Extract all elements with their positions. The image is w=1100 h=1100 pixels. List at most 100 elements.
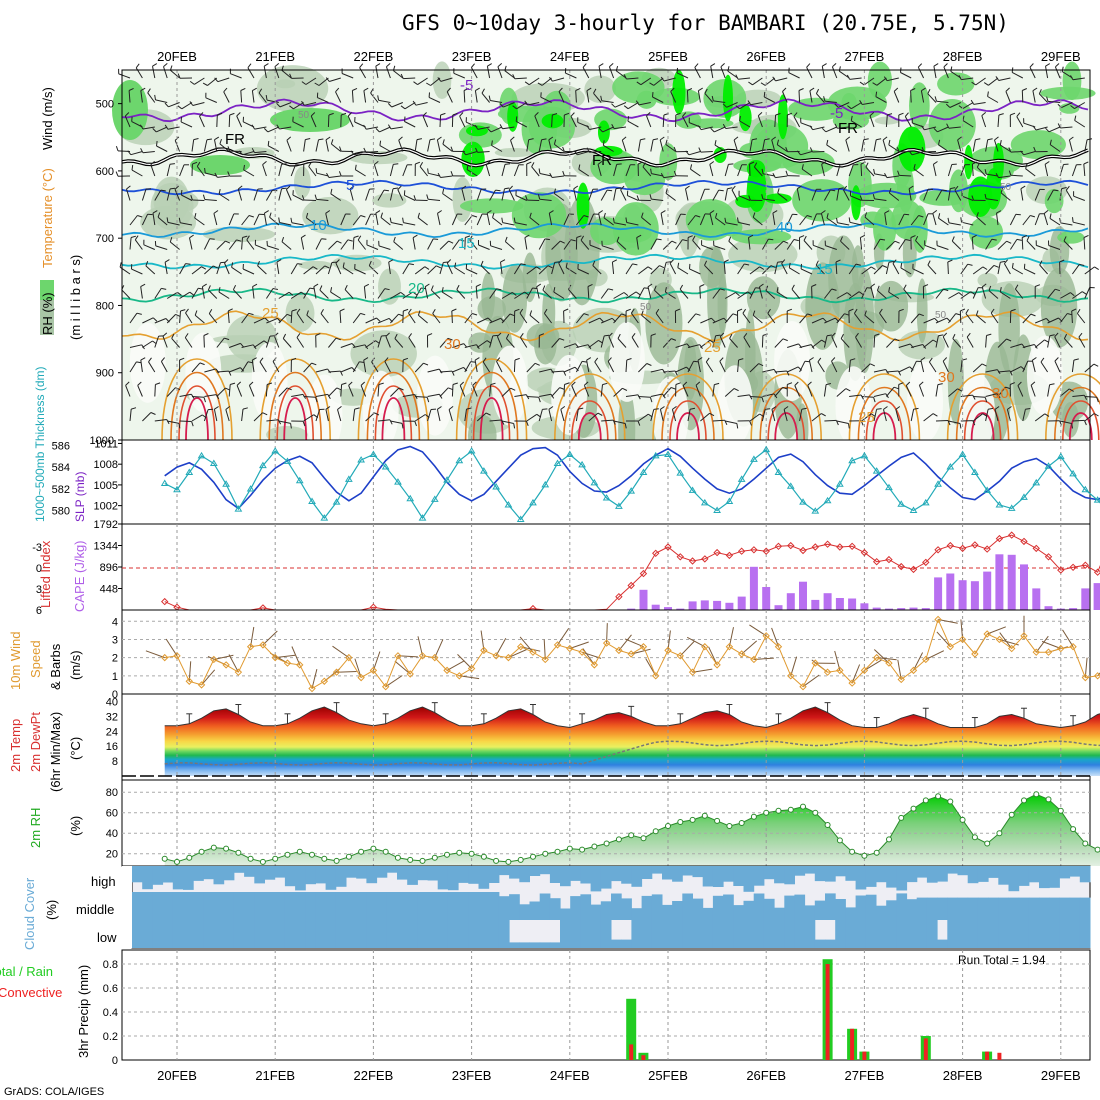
wind-barb <box>179 263 186 275</box>
wind-marker <box>308 684 316 693</box>
wind-barb-flag <box>616 163 622 165</box>
wind-barb <box>724 388 735 397</box>
wind-barb-flag <box>594 357 599 363</box>
wind-barb-flag <box>565 262 568 268</box>
slp-marker <box>1020 493 1028 500</box>
wind-barb <box>497 66 503 79</box>
wind-barb <box>597 164 602 177</box>
wind-barb <box>663 77 676 82</box>
wind-barb-flag <box>448 387 454 391</box>
wind-barb <box>353 151 366 156</box>
wind-barb <box>489 384 492 397</box>
wind-barb <box>793 116 801 128</box>
wind-barb-flag <box>328 112 334 116</box>
wind-barb <box>811 413 822 422</box>
wind-barb <box>538 238 546 250</box>
slp-marker <box>615 502 623 509</box>
cape-bar <box>688 601 697 610</box>
wind-barb-10m <box>708 646 718 666</box>
wind-barb-flag <box>776 139 779 145</box>
wind-barb-flag <box>291 357 297 361</box>
wind-barb-flag <box>549 210 554 214</box>
wind-barb <box>700 317 712 324</box>
rh2m-tick-label: 80 <box>106 787 118 799</box>
wind-barb-flag <box>161 287 167 290</box>
wind-barb-flag <box>1022 88 1028 91</box>
wind-barb-flag <box>600 95 603 101</box>
wind-marker <box>787 672 795 680</box>
wind-barb <box>538 265 549 275</box>
wind-barb-flag <box>488 95 491 101</box>
contour-label: 30 <box>444 336 461 353</box>
cloud-bar-high <box>570 866 581 881</box>
wind-barb-flag <box>281 163 287 165</box>
cloud-bar-low <box>926 920 938 948</box>
wind-barb <box>687 313 697 324</box>
cloud-bar-low <box>590 920 602 948</box>
rh2m-marker <box>468 850 475 857</box>
wind-barb-flag <box>636 81 642 86</box>
slp-marker <box>688 486 697 493</box>
wind-barb <box>490 245 503 250</box>
wind-barb <box>627 195 639 201</box>
wind-barb <box>527 102 540 106</box>
wind-barb-flag <box>616 236 620 242</box>
wind-barb <box>140 360 143 373</box>
wind-barb <box>393 70 404 79</box>
wind-barb-10m <box>332 645 350 659</box>
thickness-tick-label: 586 <box>52 440 70 452</box>
contour-label: 10 <box>310 217 327 234</box>
wind-barb <box>836 292 848 299</box>
cloud-bar-high <box>397 866 408 880</box>
wind-barb-flag <box>170 187 176 190</box>
wind-barb-flag <box>378 382 384 385</box>
wind-barb-flag <box>744 263 750 266</box>
wind-barb <box>432 313 441 324</box>
wind-barb-flag <box>583 313 589 316</box>
cloud-bar-middle <box>488 892 500 920</box>
wind-barb <box>439 240 449 250</box>
contour-warm-lobe <box>374 385 413 441</box>
wind-barb-flag <box>834 103 839 108</box>
wind-barb-flag <box>447 337 453 341</box>
wind-barb <box>712 384 715 397</box>
wind-barb <box>910 313 920 324</box>
wind-barb-flag <box>598 127 603 133</box>
wind-barb <box>675 366 687 373</box>
wind-barb <box>725 420 738 424</box>
contour-label: 5 <box>346 177 354 194</box>
wind-barb <box>655 313 664 324</box>
cloud-bar-middle <box>621 898 632 920</box>
wind-barb-flag <box>855 263 861 266</box>
rh-blob-dark <box>522 252 538 303</box>
wind-barb-flag <box>213 210 219 214</box>
wind-barb <box>851 102 862 110</box>
rh2m-marker <box>775 807 782 814</box>
wind-barb <box>208 289 218 299</box>
wind-barb-flag <box>873 397 876 403</box>
thickness-ylabel: 1000~500mb Thickness (dm) <box>33 366 47 522</box>
wind-barb-flag <box>586 357 592 361</box>
wind-barb-flag <box>515 116 518 122</box>
wind-barb <box>157 216 168 226</box>
cloud-bar-middle <box>865 894 877 920</box>
wind-marker <box>971 650 979 658</box>
wind-barb-flag <box>1045 127 1050 133</box>
wind-barb-flag <box>728 163 734 165</box>
wind-barb-flag <box>344 284 348 290</box>
wind-barb <box>219 143 230 152</box>
cloud-bar-middle <box>733 905 744 920</box>
wind-barb-flag <box>709 210 715 214</box>
wind-barb-flag <box>379 140 382 146</box>
rh-blob-mid <box>728 237 798 273</box>
cape-bar <box>639 589 648 610</box>
wind-barb-flag <box>787 382 793 385</box>
temp2m-grid <box>176 694 1077 780</box>
precip-tick-label: 0.8 <box>103 959 118 971</box>
wind-barb <box>150 164 156 177</box>
wind-barb-flag <box>996 210 1002 214</box>
wind-barb <box>935 317 948 324</box>
li-tick-label: 3 <box>36 584 42 596</box>
rh-blob-dry <box>959 372 996 453</box>
contour-warm-lobe <box>472 385 511 441</box>
